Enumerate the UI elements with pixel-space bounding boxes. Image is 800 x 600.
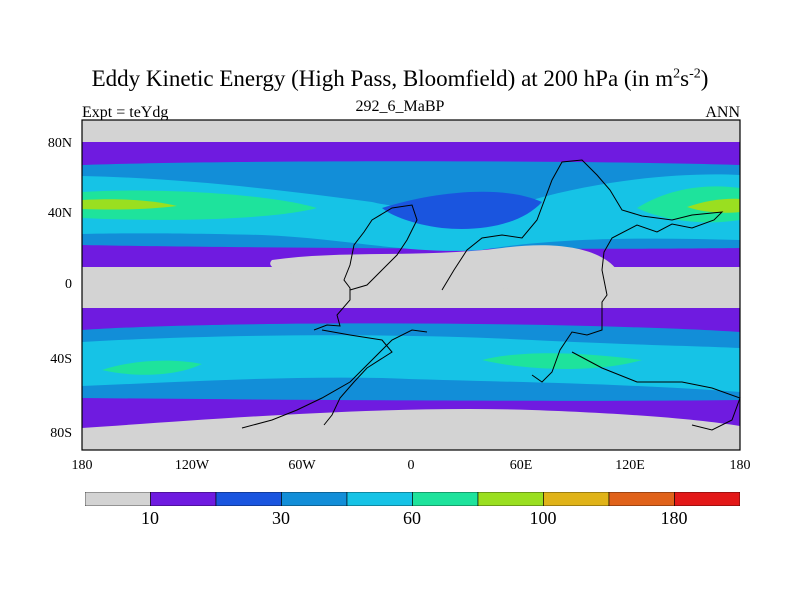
band-s3 xyxy=(82,335,740,392)
coast-antarctic-arc xyxy=(241,329,428,429)
coast-africa-eurasia xyxy=(441,159,724,383)
band-n7 xyxy=(687,198,740,213)
colorbar-swatch xyxy=(215,492,282,506)
x-tick-label: 180 xyxy=(71,458,93,473)
map-subtitle: 292_6_MaBP xyxy=(355,98,445,115)
x-tick-label: 60E xyxy=(509,458,533,473)
north-polar-zone xyxy=(82,120,740,142)
colorbar-swatch xyxy=(674,492,740,506)
colorbar-label: 60 xyxy=(403,508,421,528)
colorbar-label: 180 xyxy=(660,508,688,528)
map-title: Eddy Kinetic Energy (High Pass, Bloomfie… xyxy=(91,66,709,91)
band-s4 xyxy=(102,360,202,375)
coast-america-south xyxy=(321,329,393,426)
x-tick-label: 120W xyxy=(174,458,210,473)
x-tick-label: 60W xyxy=(288,458,316,473)
colorbar xyxy=(85,492,740,506)
band-n4 xyxy=(82,190,317,220)
colorbar-label: 100 xyxy=(529,508,557,528)
plot-frame xyxy=(81,119,741,451)
colorbar-swatch xyxy=(608,492,675,506)
colorbar-swatch xyxy=(477,492,544,506)
y-tick-label: 40S xyxy=(50,352,72,367)
x-tick-label: 180 xyxy=(729,458,751,473)
band-n6 xyxy=(637,186,740,223)
experiment-label: Expt = teYdg xyxy=(82,104,169,121)
colorbar-label: 30 xyxy=(272,508,290,528)
colorbar-swatch xyxy=(412,492,479,506)
colorbar-swatch xyxy=(150,492,217,506)
x-tick-label: 120E xyxy=(615,458,645,473)
coast-australia xyxy=(571,351,741,431)
colorbar-swatch xyxy=(543,492,610,506)
colorbar-swatch xyxy=(281,492,348,506)
tropical-quiet-zone xyxy=(270,245,617,292)
y-tick-label: 80N xyxy=(47,136,72,151)
south-polar-zone xyxy=(82,409,740,450)
band-n5 xyxy=(82,199,177,210)
x-tick-label: 0 xyxy=(407,458,415,473)
colorbar-swatch xyxy=(85,492,151,506)
colorbar-label: 10 xyxy=(141,508,159,528)
band-s5 xyxy=(482,353,642,369)
band-n8 xyxy=(382,191,542,229)
season-label: ANN xyxy=(705,104,740,121)
colorbar-swatch xyxy=(346,492,413,506)
coast-america-north xyxy=(313,204,418,331)
y-tick-label: 40N xyxy=(47,206,72,221)
coastline-layer xyxy=(241,159,741,431)
y-tick-label: 0 xyxy=(65,277,72,292)
map-plot xyxy=(81,119,741,451)
y-tick-label: 80S xyxy=(50,426,72,441)
